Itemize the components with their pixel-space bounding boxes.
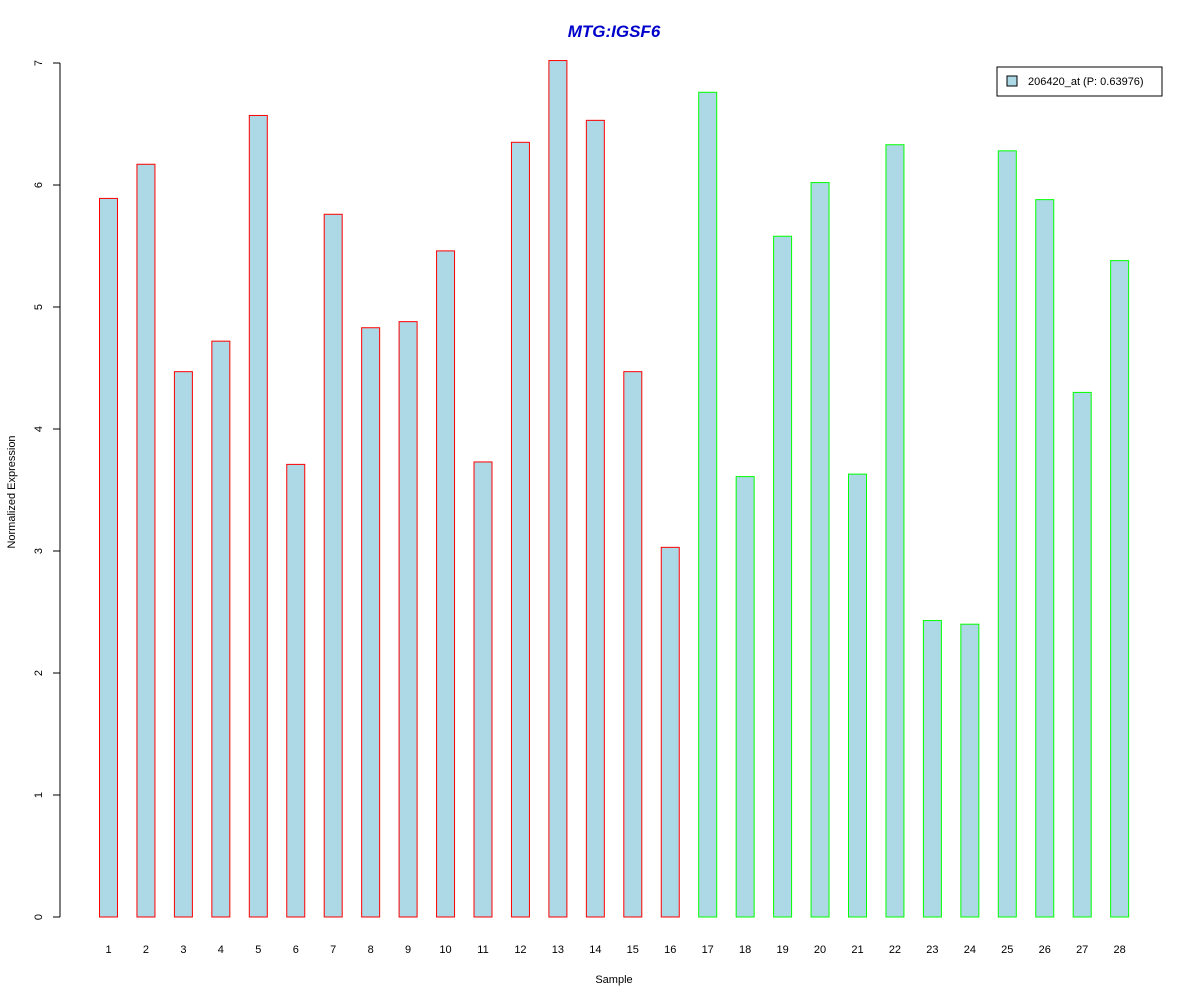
bar — [735, 476, 755, 918]
bar — [1110, 260, 1130, 918]
x-tick-label: 10 — [439, 944, 451, 956]
bar — [810, 182, 830, 918]
legend-swatch — [1006, 75, 1018, 87]
bar — [248, 114, 268, 918]
y-tick-label: 7 — [33, 60, 45, 66]
bar — [361, 327, 381, 918]
y-axis-label: Normalized Expression — [6, 435, 18, 548]
y-tick-label: 2 — [33, 670, 45, 676]
bar — [323, 213, 343, 918]
y-axis: 0 1 2 3 4 5 6 7 — [33, 60, 61, 920]
y-tick-label: 0 — [33, 914, 45, 920]
bar — [1072, 391, 1092, 918]
x-tick-label: 11 — [477, 944, 488, 956]
x-tick-label: 5 — [255, 944, 261, 956]
x-axis-label: Sample — [595, 974, 632, 986]
x-tick-label: 26 — [1039, 944, 1051, 956]
x-tick-label: 8 — [368, 944, 374, 956]
x-tick-label: 24 — [964, 944, 976, 956]
bar — [548, 60, 568, 918]
y-tick-label: 6 — [33, 182, 45, 188]
x-tick-label: 19 — [776, 944, 788, 956]
bars — [99, 60, 1130, 918]
bar — [136, 163, 156, 918]
x-tick-label: 22 — [889, 944, 901, 956]
bar — [660, 546, 680, 918]
legend-box — [996, 66, 1163, 97]
x-tick-label: 20 — [814, 944, 826, 956]
bar — [848, 473, 867, 918]
x-tick-label: 13 — [552, 944, 564, 956]
bar — [510, 141, 530, 918]
bar — [173, 371, 193, 918]
x-tick-labels: 1 2 3 4 5 6 7 8 9 10 11 12 13 14 15 16 17 18 19 20 21 22 23 24 2… — [105, 944, 1125, 956]
y-tick-label: 3 — [33, 548, 45, 554]
x-tick-label: 12 — [514, 944, 526, 956]
x-tick-label: 23 — [926, 944, 938, 956]
x-tick-label: 16 — [664, 944, 676, 956]
legend-label: 206420_at (P: 0.63976) — [1028, 76, 1144, 88]
bar — [997, 150, 1017, 918]
bar — [286, 463, 306, 918]
x-tick-label: 4 — [218, 944, 224, 956]
chart-title: MTG:IGSF6 — [568, 22, 661, 41]
bar — [398, 321, 418, 918]
bar — [885, 144, 905, 918]
x-tick-label: 27 — [1076, 944, 1088, 956]
x-tick-label: 3 — [180, 944, 186, 956]
bar — [773, 235, 793, 918]
x-tick-label: 15 — [627, 944, 639, 956]
y-tick-label: 5 — [33, 304, 45, 310]
x-tick-label: 25 — [1001, 944, 1013, 956]
bar — [922, 620, 942, 918]
x-tick-label: 17 — [702, 944, 714, 956]
y-tick-label: 1 — [33, 792, 45, 798]
x-tick-label: 21 — [851, 944, 863, 956]
bar — [211, 340, 231, 918]
x-tick-label: 28 — [1114, 944, 1126, 956]
x-tick-label: 14 — [589, 944, 601, 956]
bar — [473, 461, 493, 918]
legend: 206420_at (P: 0.63976) — [996, 66, 1163, 97]
bar — [1035, 199, 1055, 918]
bar — [960, 623, 980, 918]
x-tick-label: 1 — [105, 944, 111, 956]
y-tick-label: 4 — [33, 426, 45, 432]
bar — [698, 91, 718, 918]
x-tick-label: 2 — [143, 944, 149, 956]
x-tick-label: 6 — [293, 944, 299, 956]
x-tick-label: 18 — [739, 944, 751, 956]
bar — [99, 197, 118, 918]
x-tick-label: 9 — [405, 944, 411, 956]
bar — [623, 371, 643, 918]
bar — [585, 119, 605, 918]
x-tick-label: 7 — [330, 944, 336, 956]
bar — [436, 250, 456, 918]
